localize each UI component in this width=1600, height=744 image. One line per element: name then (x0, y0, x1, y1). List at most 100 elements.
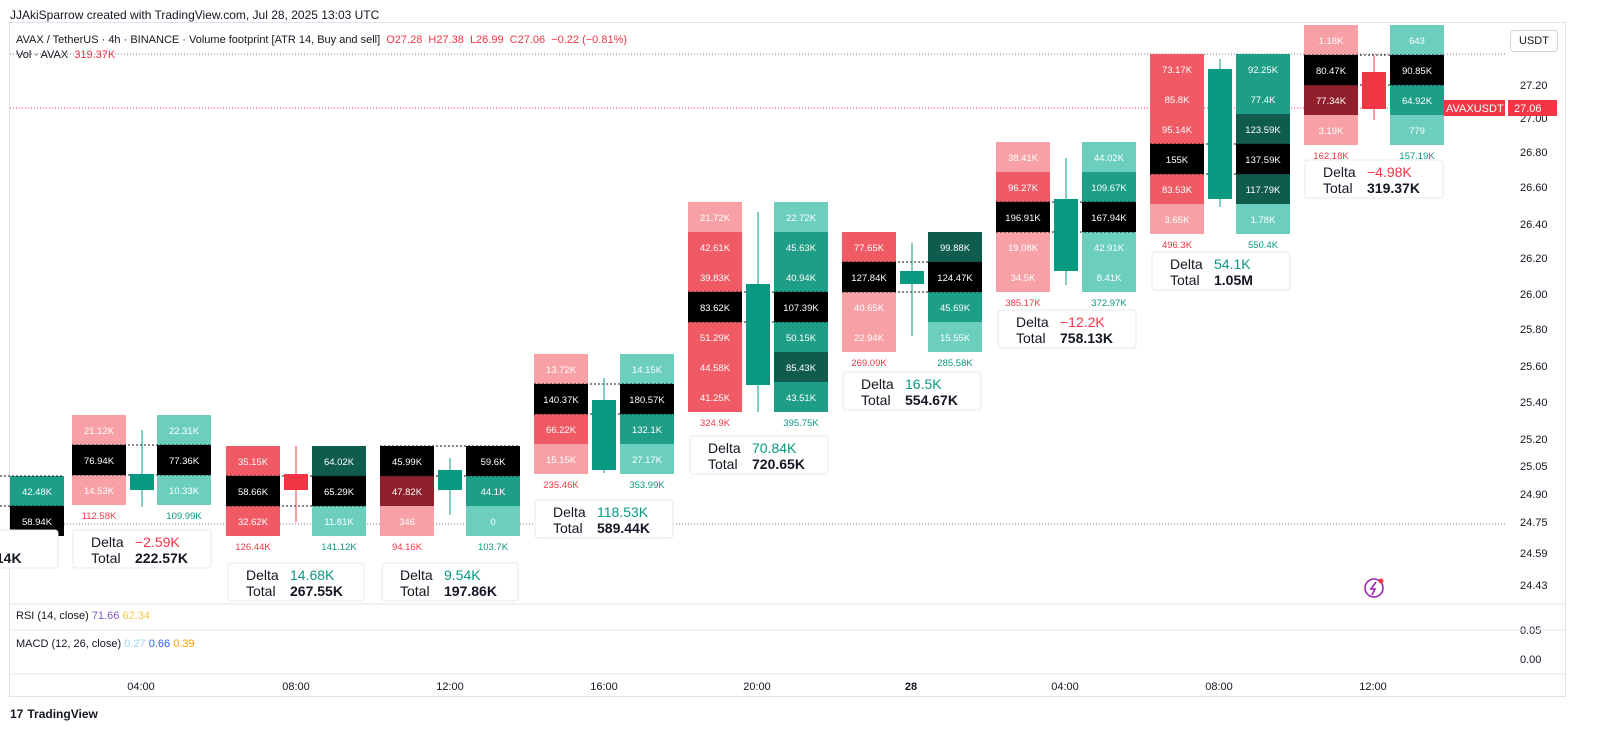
price-tick-label: 26.00 (1520, 289, 1548, 301)
delta-value: −4.98K (1367, 164, 1412, 180)
sell-total-label: 269.09K (851, 358, 887, 369)
price-tick-label: 24.59 (1520, 548, 1548, 560)
total-value: 720.65K (752, 456, 805, 472)
time-tick-label: 04:00 (127, 681, 155, 693)
macd-legend[interactable]: MACD (12, 26, close) 0.27 0.66 0.39 (16, 638, 195, 650)
buy-volume-cell (10, 476, 64, 506)
buy-volume-label: 40.94K (786, 273, 817, 284)
candle-body (1362, 72, 1386, 109)
delta-value: 14.68K (290, 567, 335, 583)
volume-legend: Vol · AVAX 319.37K (16, 49, 118, 61)
buy-volume-cell (157, 415, 211, 445)
sell-volume-label: 1.18K (1319, 36, 1344, 47)
buy-volume-label: 137.59K (1245, 155, 1281, 166)
sell-volume-cell (380, 476, 434, 506)
candle-body (130, 474, 154, 490)
currency-button[interactable]: USDT (1510, 30, 1558, 52)
macd-tick-label: 0.00 (1520, 654, 1541, 666)
buy-volume-label: 65.29K (324, 487, 355, 498)
sell-volume-cell (1150, 114, 1204, 144)
sell-volume-cell (72, 445, 126, 475)
buy-volume-label: 167.94K (1091, 213, 1127, 224)
time-tick-label: 28 (905, 681, 917, 693)
tradingview-logo[interactable]: 17 TradingView (10, 707, 98, 721)
sell-volume-cell (996, 142, 1050, 172)
sell-volume-cell (226, 476, 280, 506)
sell-volume-cell (226, 506, 280, 536)
sell-total-label: 112.58K (82, 511, 117, 522)
total-value: 222.57K (135, 550, 188, 566)
buy-volume-cell (928, 232, 982, 262)
buy-volume-label: 43.51K (786, 393, 817, 404)
sell-volume-cell (534, 384, 588, 414)
sell-total-label: 496.3K (1162, 240, 1193, 251)
buy-volume-cell (774, 322, 828, 352)
open-value: O27.28 (386, 34, 423, 46)
buy-total-label: 550.4K (1248, 240, 1279, 251)
change-value: −0.22 (−0.81%) (551, 34, 628, 46)
lightning-bolt-icon (1369, 581, 1377, 596)
total-value: 758.13K (1060, 330, 1113, 346)
buy-volume-label: 15.55K (940, 333, 971, 344)
buy-volume-label: 14.15K (632, 365, 663, 376)
buy-volume-cell (774, 382, 828, 412)
buy-total-label: 395.75K (783, 418, 819, 429)
buy-volume-label: 77.36K (169, 456, 200, 467)
delta-word: Delta (1323, 164, 1356, 180)
buy-volume-label: 124.47K (937, 273, 973, 284)
sell-volume-cell (688, 262, 742, 292)
sell-volume-cell (842, 262, 896, 292)
macd-signal-value: 0.39 (173, 638, 195, 650)
price-tick-label: 24.90 (1520, 489, 1548, 501)
buy-volume-label: 59.6K (481, 457, 506, 468)
sell-volume-label: 21.72K (700, 213, 731, 224)
buy-volume-cell (1082, 202, 1136, 232)
total-value: 554.67K (905, 392, 958, 408)
sell-volume-cell (1150, 144, 1204, 174)
tradingview-wordmark: TradingView (27, 707, 98, 721)
sell-volume-label: 40.65K (854, 303, 885, 314)
delta-value: 9.54K (444, 567, 481, 583)
buy-volume-cell (928, 322, 982, 352)
buy-volume-label: 180.57K (629, 395, 665, 406)
buy-volume-cell (620, 414, 674, 444)
price-tag-value: 27.06 (1514, 103, 1542, 115)
candle-body (592, 400, 616, 470)
delta-value: 118.53K (597, 504, 649, 520)
sell-volume-cell (72, 475, 126, 505)
sell-volume-cell (842, 322, 896, 352)
rsi-legend[interactable]: RSI (14, close) 71.66 62.34 (16, 610, 150, 622)
symbol-title[interactable]: AVAX / TetherUS · 4h · BINANCE · Volume … (16, 34, 381, 46)
buy-volume-label: 85.43K (786, 363, 817, 374)
macd-line-value: 0.66 (148, 638, 171, 650)
sell-volume-cell (534, 354, 588, 384)
sell-volume-cell (1304, 115, 1358, 145)
sell-volume-label: 41.25K (700, 393, 731, 404)
sell-volume-label: 42.61K (700, 243, 731, 254)
sell-volume-cell (534, 414, 588, 444)
sell-volume-label: 83.62K (700, 303, 731, 314)
sell-volume-label: 77.34K (1316, 96, 1347, 107)
volume-label[interactable]: Vol · AVAX (16, 49, 69, 61)
sell-volume-label: 22.94K (854, 333, 885, 344)
sell-volume-cell (1304, 85, 1358, 115)
price-tick-label: 26.60 (1520, 182, 1548, 194)
buy-volume-label: 44.02K (1094, 153, 1125, 164)
time-tick-label: 12:00 (436, 681, 464, 693)
sell-volume-label: 3.65K (1165, 215, 1190, 226)
sell-volume-label: 34.5K (1011, 273, 1036, 284)
buy-volume-label: 109.67K (1091, 183, 1127, 194)
sell-volume-cell (688, 292, 742, 322)
sell-volume-label: 73.17K (1162, 65, 1193, 76)
delta-word: Delta (1170, 256, 1203, 272)
sell-volume-cell (996, 202, 1050, 232)
buy-volume-label: 0 (490, 517, 495, 528)
time-tick-label: 08:00 (282, 681, 310, 693)
buy-volume-label: 42.48K (22, 487, 53, 498)
price-tick-label: 25.05 (1520, 461, 1548, 473)
volume-value: 319.37K (74, 49, 116, 61)
close-value: C27.06 (509, 34, 546, 46)
buy-total-label: 285.58K (937, 358, 973, 369)
sell-volume-cell (1150, 84, 1204, 114)
